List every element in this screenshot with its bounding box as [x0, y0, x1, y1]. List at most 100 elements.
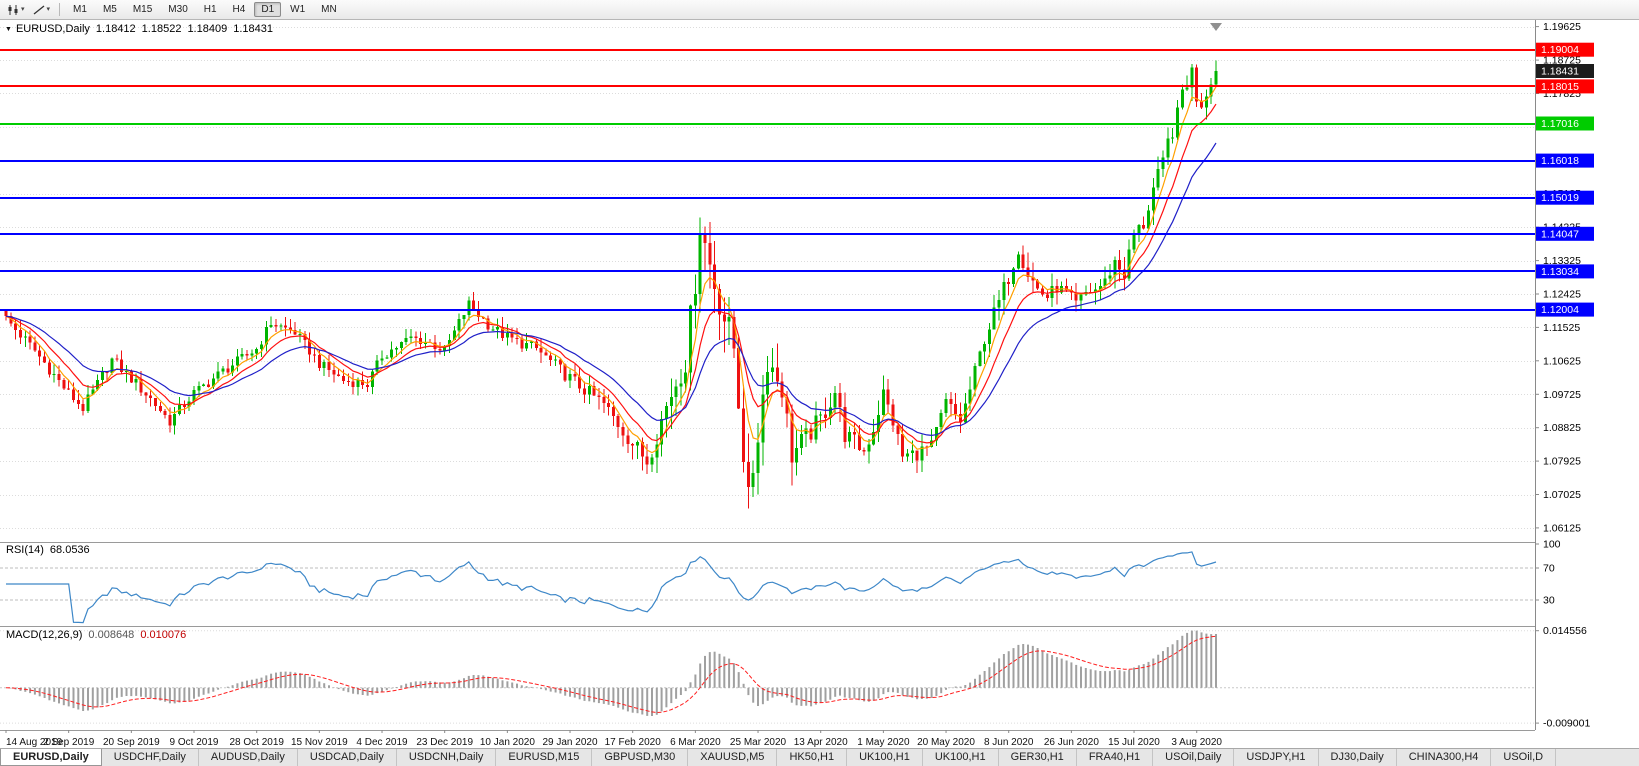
- tab-6-gbpusd-m30[interactable]: GBPUSD,M30: [592, 749, 689, 766]
- ohlc-high: 1.18522: [141, 23, 182, 35]
- timeframe-mn[interactable]: MN: [314, 2, 344, 17]
- ohlc-low: 1.18409: [187, 23, 228, 35]
- chevron-down-icon: ▾: [46, 6, 51, 13]
- chart-ohlc-header: ▼ EURUSD,Daily 1.18412 1.18522 1.18409 1.1843…: [5, 23, 279, 35]
- macd-indicator-label: MACD(12,26,9) 0.008648 0.010076: [6, 629, 192, 641]
- svg-text:29 Jan 2020: 29 Jan 2020: [542, 737, 597, 748]
- svg-text:1.11525: 1.11525: [1543, 322, 1580, 334]
- horizontal-level-lines[interactable]: [0, 48, 1535, 312]
- macd-histogram: [9, 630, 1217, 716]
- macd-name: MACD(12,26,9): [6, 629, 83, 641]
- svg-text:1.07925: 1.07925: [1543, 456, 1581, 468]
- timeframe-d1[interactable]: D1: [254, 2, 282, 17]
- price-level-label: [1536, 302, 1594, 317]
- svg-text:1.07025: 1.07025: [1543, 489, 1581, 501]
- timeframe-m15[interactable]: M15: [126, 2, 159, 17]
- slow-ema-line: [5, 142, 1217, 437]
- svg-text:100: 100: [1543, 539, 1561, 551]
- timeframe-w1[interactable]: W1: [283, 2, 312, 17]
- svg-text:1.13325: 1.13325: [1543, 255, 1581, 267]
- rsi-indicator-label: RSI(14) 68.0536: [6, 544, 96, 556]
- svg-text:1.12004: 1.12004: [1541, 304, 1579, 316]
- timeframe-h4[interactable]: H4: [226, 2, 253, 17]
- svg-text:1.18725: 1.18725: [1543, 55, 1581, 67]
- price-axis[interactable]: 1.196251.187251.178251.169251.160251.151…: [1535, 20, 1639, 748]
- price-level-label: [1536, 153, 1594, 168]
- top-toolbar: ▾ ▾ M1 M5 M15 M30 H1 H4 D1 W1 MN: [0, 0, 1639, 20]
- price-level-label: [1536, 64, 1594, 78]
- price-level-label: [1536, 79, 1594, 94]
- svg-text:20 Sep 2019: 20 Sep 2019: [103, 737, 160, 748]
- svg-text:13 Apr 2020: 13 Apr 2020: [794, 737, 848, 748]
- svg-text:1.19004: 1.19004: [1541, 44, 1579, 56]
- macd-main-value: 0.008648: [88, 629, 135, 641]
- chevron-down-icon: ▾: [21, 6, 25, 13]
- svg-text:-0.009001: -0.009001: [1543, 718, 1590, 730]
- tab-16-china300-h4[interactable]: CHINA300,H4: [1396, 749, 1492, 766]
- timeframe-m5[interactable]: M5: [96, 2, 124, 17]
- rsi-line: [6, 551, 1217, 624]
- tab-7-xauusd-m5[interactable]: XAUUSD,M5: [688, 749, 778, 766]
- panel-separators[interactable]: [0, 542, 1639, 731]
- price-level-label: [1536, 42, 1594, 57]
- tab-17-usoil-d[interactable]: USOil,D: [1491, 749, 1557, 766]
- rsi-pane: [0, 551, 1535, 624]
- chart-type-button[interactable]: ▾: [3, 1, 29, 18]
- tab-11-ger30-h1[interactable]: GER30,H1: [998, 749, 1077, 766]
- tab-0-eurusd-daily[interactable]: EURUSD,Daily: [0, 749, 102, 766]
- tab-14-usdjpy-h1[interactable]: USDJPY,H1: [1234, 749, 1319, 766]
- macd-signal-line: [5, 635, 1217, 714]
- tab-15-dj30-daily[interactable]: DJ30,Daily: [1318, 749, 1397, 766]
- svg-text:20 May 2020: 20 May 2020: [917, 737, 975, 748]
- svg-text:1.15019: 1.15019: [1541, 192, 1579, 204]
- tab-1-usdchf-daily[interactable]: USDCHF,Daily: [101, 749, 199, 766]
- tab-2-audusd-daily[interactable]: AUDUSD,Daily: [198, 749, 298, 766]
- svg-text:15 Jul 2020: 15 Jul 2020: [1108, 737, 1160, 748]
- tab-3-usdcad-daily[interactable]: USDCAD,Daily: [297, 749, 397, 766]
- chart-shift-marker[interactable]: [1210, 23, 1222, 31]
- tab-5-eurusd-m15[interactable]: EURUSD,M15: [496, 749, 593, 766]
- svg-text:30: 30: [1543, 595, 1555, 607]
- tab-4-usdcnh-daily[interactable]: USDCNH,Daily: [396, 749, 497, 766]
- svg-text:1.10625: 1.10625: [1543, 355, 1581, 367]
- rsi-value: 68.0536: [49, 544, 90, 556]
- svg-text:1.13034: 1.13034: [1541, 266, 1579, 278]
- price-level-label: [1536, 190, 1594, 205]
- candles: [4, 60, 1218, 509]
- tab-9-uk100-h1[interactable]: UK100,H1: [847, 749, 923, 766]
- svg-text:14 Aug 2019: 14 Aug 2019: [6, 737, 63, 748]
- candlestick-chart-icon: [8, 4, 18, 15]
- svg-text:8 Jun 2020: 8 Jun 2020: [984, 737, 1034, 748]
- svg-text:0.014556: 0.014556: [1543, 625, 1587, 637]
- ohlc-open: 1.18412: [95, 23, 136, 35]
- draw-tool-button[interactable]: ▾: [29, 1, 55, 18]
- svg-text:25 Mar 2020: 25 Mar 2020: [730, 737, 787, 748]
- collapse-arrow-icon[interactable]: ▼: [5, 26, 12, 33]
- svg-text:4 Dec 2019: 4 Dec 2019: [356, 737, 408, 748]
- svg-text:10 Jan 2020: 10 Jan 2020: [480, 737, 535, 748]
- timeframe-h1[interactable]: H1: [197, 2, 224, 17]
- tab-8-hk50-h1[interactable]: HK50,H1: [777, 749, 848, 766]
- price-level-label: [1536, 116, 1594, 131]
- timeframe-m1[interactable]: M1: [66, 2, 94, 17]
- svg-text:70: 70: [1543, 563, 1555, 575]
- price-grid: [0, 27, 1535, 529]
- timeframe-buttons: M1 M5 M15 M30 H1 H4 D1 W1 MN: [65, 2, 345, 17]
- svg-text:23 Dec 2019: 23 Dec 2019: [416, 737, 473, 748]
- tab-10-uk100-h1[interactable]: UK100,H1: [922, 749, 999, 766]
- svg-text:1 May 2020: 1 May 2020: [857, 737, 910, 748]
- tab-12-fra40-h1[interactable]: FRA40,H1: [1076, 749, 1154, 766]
- macd-pane: [0, 630, 1535, 724]
- svg-text:1.06125: 1.06125: [1543, 522, 1581, 534]
- svg-text:9 Oct 2019: 9 Oct 2019: [170, 737, 219, 748]
- svg-text:1.14047: 1.14047: [1541, 228, 1579, 240]
- tab-13-usoil-daily[interactable]: USOil,Daily: [1153, 749, 1235, 766]
- svg-text:1.18431: 1.18431: [1541, 66, 1579, 78]
- chart-window[interactable]: 14 Aug 2019 2 Sep 2019 20 Sep 2019 9 Oct 20…: [0, 20, 1639, 748]
- svg-text:6 Mar 2020: 6 Mar 2020: [670, 737, 721, 748]
- timeframe-m30[interactable]: M30: [161, 2, 194, 17]
- svg-text:2 Sep 2019: 2 Sep 2019: [43, 737, 95, 748]
- price-level-label: [1536, 226, 1594, 241]
